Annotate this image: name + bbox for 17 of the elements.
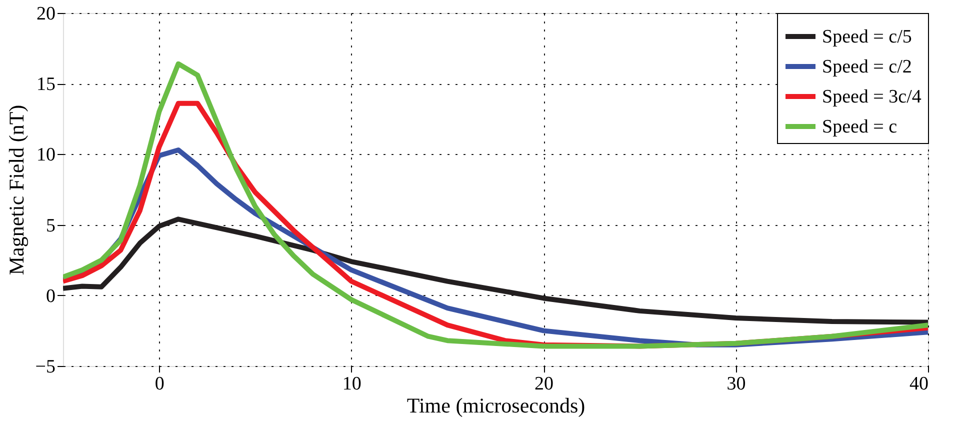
y-tick-label: 15 — [36, 74, 56, 96]
legend-label: Speed = c/5 — [822, 26, 912, 48]
x-tick-label: 20 — [534, 374, 554, 394]
x-tick-label: 0 — [154, 374, 164, 394]
y-tick-label: 5 — [46, 215, 56, 236]
y-tick-label: 20 — [36, 4, 56, 24]
x-tick-label: 10 — [342, 374, 362, 394]
legend-label: Speed = c — [822, 116, 898, 138]
y-tick-label: −5 — [35, 356, 56, 378]
y-tick-label: 10 — [36, 144, 56, 166]
legend-label: Speed = 3c/4 — [822, 86, 922, 108]
x-axis-title: Time (microseconds) — [406, 394, 586, 418]
legend-label: Speed = c/2 — [822, 56, 912, 78]
y-axis-title: Magnetic Field (nT) — [4, 104, 28, 276]
y-tick-label: 0 — [46, 286, 56, 307]
x-tick-label: 40 — [910, 374, 928, 394]
x-tick-label: 30 — [726, 374, 746, 394]
